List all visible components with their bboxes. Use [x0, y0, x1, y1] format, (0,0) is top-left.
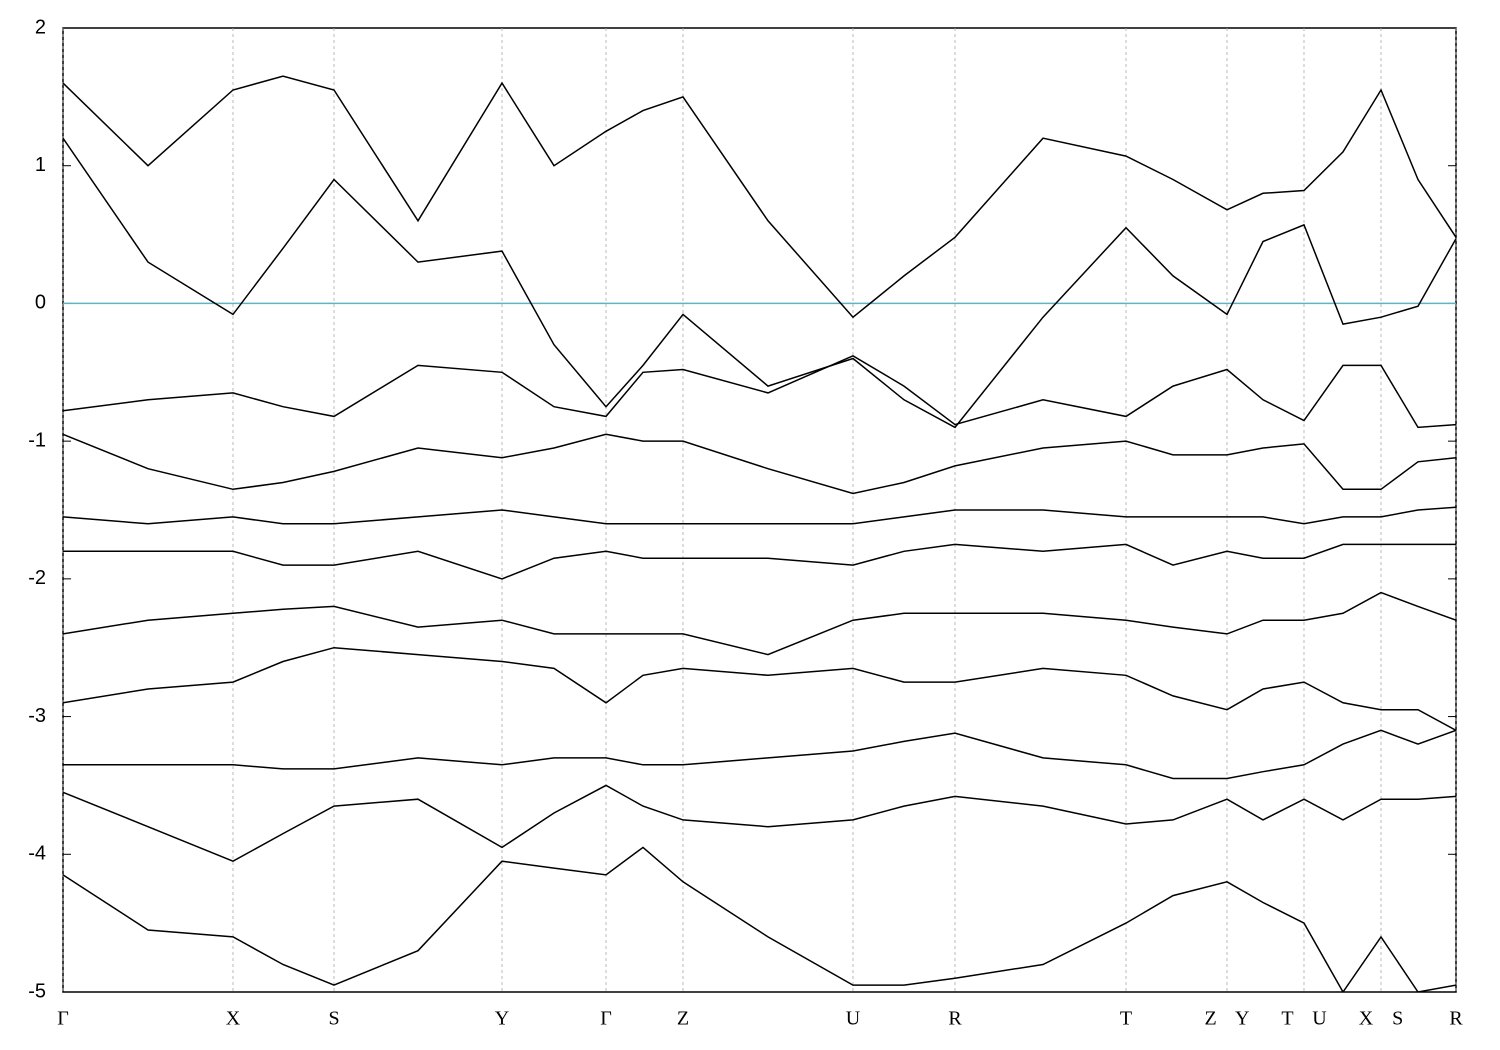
x-tick-label: Z — [677, 1008, 689, 1030]
y-tick-label: -2 — [28, 567, 46, 589]
y-tick-label: 2 — [35, 16, 46, 38]
band-line — [63, 591, 1456, 656]
band-line — [63, 506, 1456, 525]
band-line — [63, 543, 1456, 580]
y-tick-label: -5 — [28, 980, 46, 1002]
plot-frame — [62, 27, 1457, 993]
y-tick-label: -4 — [28, 843, 46, 865]
band-line — [63, 354, 1456, 429]
x-tick-label: Z Y — [1205, 1008, 1250, 1030]
x-tick-label: S — [328, 1008, 339, 1030]
y-tick-label: -1 — [28, 429, 46, 451]
x-tick-label: Γ — [57, 1008, 69, 1030]
band-line — [63, 846, 1456, 992]
x-tick-label: U — [846, 1008, 861, 1030]
x-tick-label: R — [948, 1008, 962, 1030]
band-line — [63, 646, 1456, 731]
band-line — [63, 784, 1456, 863]
x-tick-label: Γ — [600, 1008, 612, 1030]
band-line — [63, 729, 1456, 780]
x-tick-label: R — [1449, 1008, 1463, 1030]
band-line — [63, 137, 1456, 429]
y-tick-label: -3 — [28, 705, 46, 727]
band-line — [63, 433, 1456, 495]
y-tick-label: 0 — [35, 292, 46, 314]
band-line — [63, 75, 1456, 319]
x-tick-label: X S — [1359, 1008, 1404, 1030]
y-tick-label: 1 — [35, 154, 46, 176]
x-tick-label: X — [226, 1008, 241, 1030]
x-tick-label: T U — [1281, 1008, 1327, 1030]
x-tick-label: Y — [495, 1008, 509, 1030]
x-tick-label: T — [1120, 1008, 1132, 1030]
